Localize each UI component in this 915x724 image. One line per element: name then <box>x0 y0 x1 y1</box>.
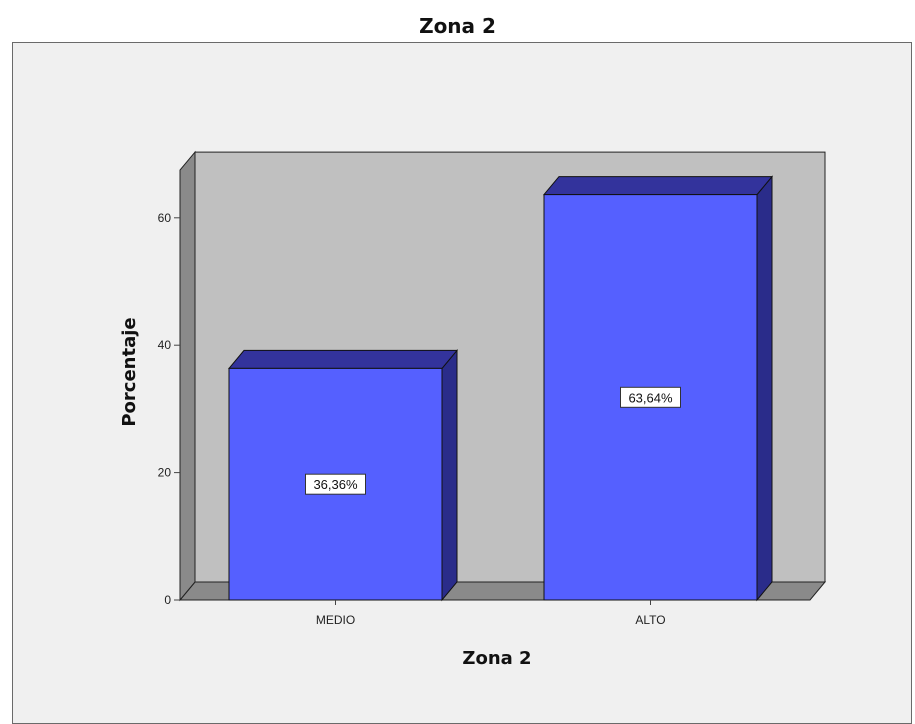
y-axis: 0 20 40 60 <box>158 211 180 607</box>
data-label: 63,64% <box>628 390 673 405</box>
bar-side-alto <box>756 175 773 602</box>
bar-side-medio <box>441 349 458 602</box>
y-tick-label: 20 <box>158 466 172 480</box>
y-tick-label: 0 <box>164 593 171 607</box>
x-tick-label: ALTO <box>635 613 665 627</box>
data-label-box <box>620 386 681 408</box>
data-label-box <box>305 473 366 495</box>
y-tick-label: 60 <box>158 211 172 225</box>
bar-top-alto <box>542 176 774 196</box>
x-axis-title: Zona 2 <box>462 648 531 669</box>
y-tick-label: 40 <box>158 338 172 352</box>
bar-top-medio <box>227 349 459 369</box>
side-wall <box>179 150 196 602</box>
chart-title: Zona 2 <box>419 14 496 38</box>
x-axis: MEDIO ALTO <box>316 600 666 627</box>
bars: 36,36% 63,64% <box>227 175 774 602</box>
y-axis-title: Porcentaje <box>119 317 140 426</box>
x-tick-label: MEDIO <box>316 613 355 627</box>
data-label: 36,36% <box>313 477 358 492</box>
